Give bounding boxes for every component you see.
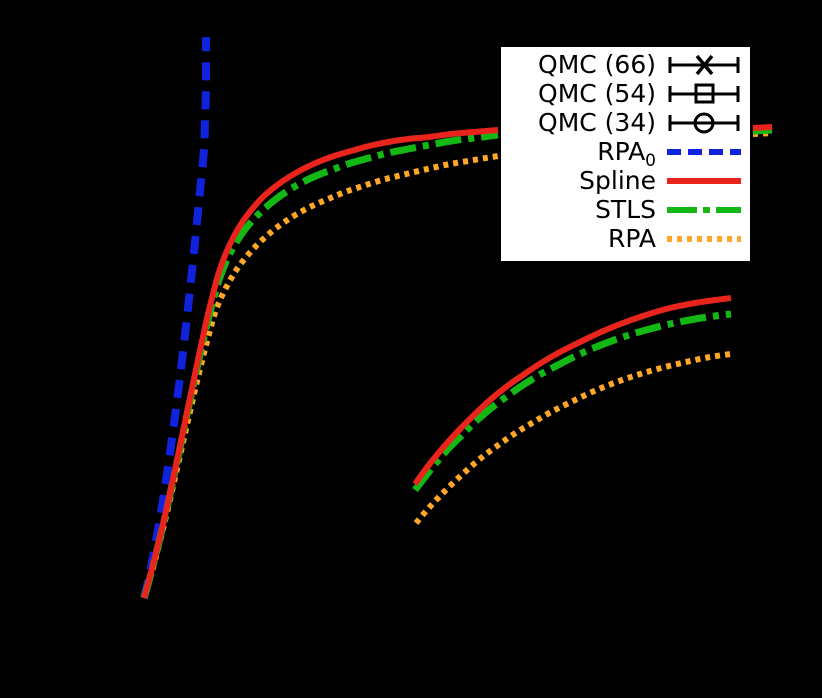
errorbar-circle-icon bbox=[668, 112, 740, 133]
legend-item-qmc-66: QMC (66) bbox=[508, 50, 743, 79]
curve-spline-upper bbox=[141, 127, 499, 599]
legend-label-qmc-54: QMC (54) bbox=[538, 79, 656, 108]
curve-rpa-upper bbox=[141, 153, 499, 599]
line-dashdot-icon bbox=[667, 206, 741, 213]
line-dashed-icon bbox=[667, 148, 741, 155]
legend-label-qmc-34: QMC (34) bbox=[538, 108, 656, 137]
legend-label-spline: Spline bbox=[579, 166, 656, 195]
legend-label-stls: STLS bbox=[595, 195, 656, 224]
errorbar-square-icon bbox=[668, 83, 740, 103]
legend-box: QMC (66) QMC (54) QMC (34) bbox=[499, 45, 752, 263]
legend-label-qmc-66: QMC (66) bbox=[538, 50, 656, 79]
legend-item-rpa: RPA bbox=[508, 224, 743, 253]
legend-label-rpa: RPA bbox=[608, 224, 656, 253]
curve-rpa0-upper bbox=[140, 37, 211, 599]
legend-item-rpa0: RPA0 bbox=[508, 137, 743, 170]
legend-item-qmc-34: QMC (34) bbox=[508, 108, 743, 137]
curve-spline-lower bbox=[412, 295, 732, 486]
legend-label-rpa0: RPA0 bbox=[597, 137, 656, 170]
legend-item-qmc-54: QMC (54) bbox=[508, 79, 743, 108]
curve-spline-right-fragment bbox=[752, 124, 773, 131]
legend-label-rpa0-base: RPA bbox=[597, 137, 646, 166]
legend-item-stls: STLS bbox=[508, 195, 743, 224]
legend-label-rpa0-subscript: 0 bbox=[645, 151, 656, 171]
curve-rpa-lower bbox=[413, 351, 732, 525]
errorbar-x-icon bbox=[668, 54, 740, 75]
curve-stls-lower bbox=[412, 310, 732, 493]
line-dotted-icon bbox=[667, 235, 741, 242]
line-solid-icon bbox=[667, 177, 741, 184]
legend-item-spline: Spline bbox=[508, 166, 743, 195]
